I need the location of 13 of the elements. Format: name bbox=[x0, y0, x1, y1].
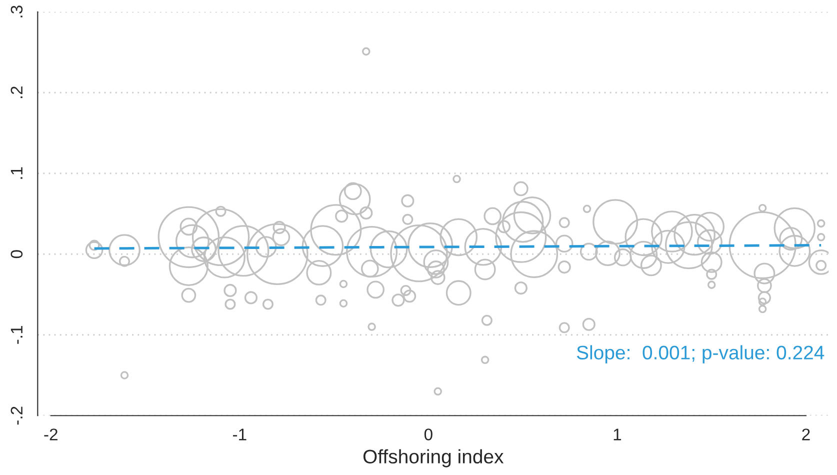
y-tick-label: 0 bbox=[10, 250, 23, 258]
x-axis-title: Offshoring index bbox=[363, 449, 504, 468]
y-tick-label: .2 bbox=[10, 86, 22, 98]
x-tick-label: 1 bbox=[614, 428, 622, 440]
x-tick-label: -2 bbox=[44, 428, 58, 440]
annotation: Slope: 0.001; p-value: 0.224 bbox=[576, 345, 824, 364]
y-tick-label: .1 bbox=[10, 167, 22, 179]
y-tick-label: .3 bbox=[10, 6, 23, 18]
y-tick-label: -.1 bbox=[10, 326, 22, 344]
x-tick-label: -1 bbox=[232, 428, 246, 440]
x-tick-label: 0 bbox=[424, 428, 432, 440]
y-tick-label: -.2 bbox=[10, 406, 22, 425]
x-tick-label: 2 bbox=[802, 428, 810, 440]
